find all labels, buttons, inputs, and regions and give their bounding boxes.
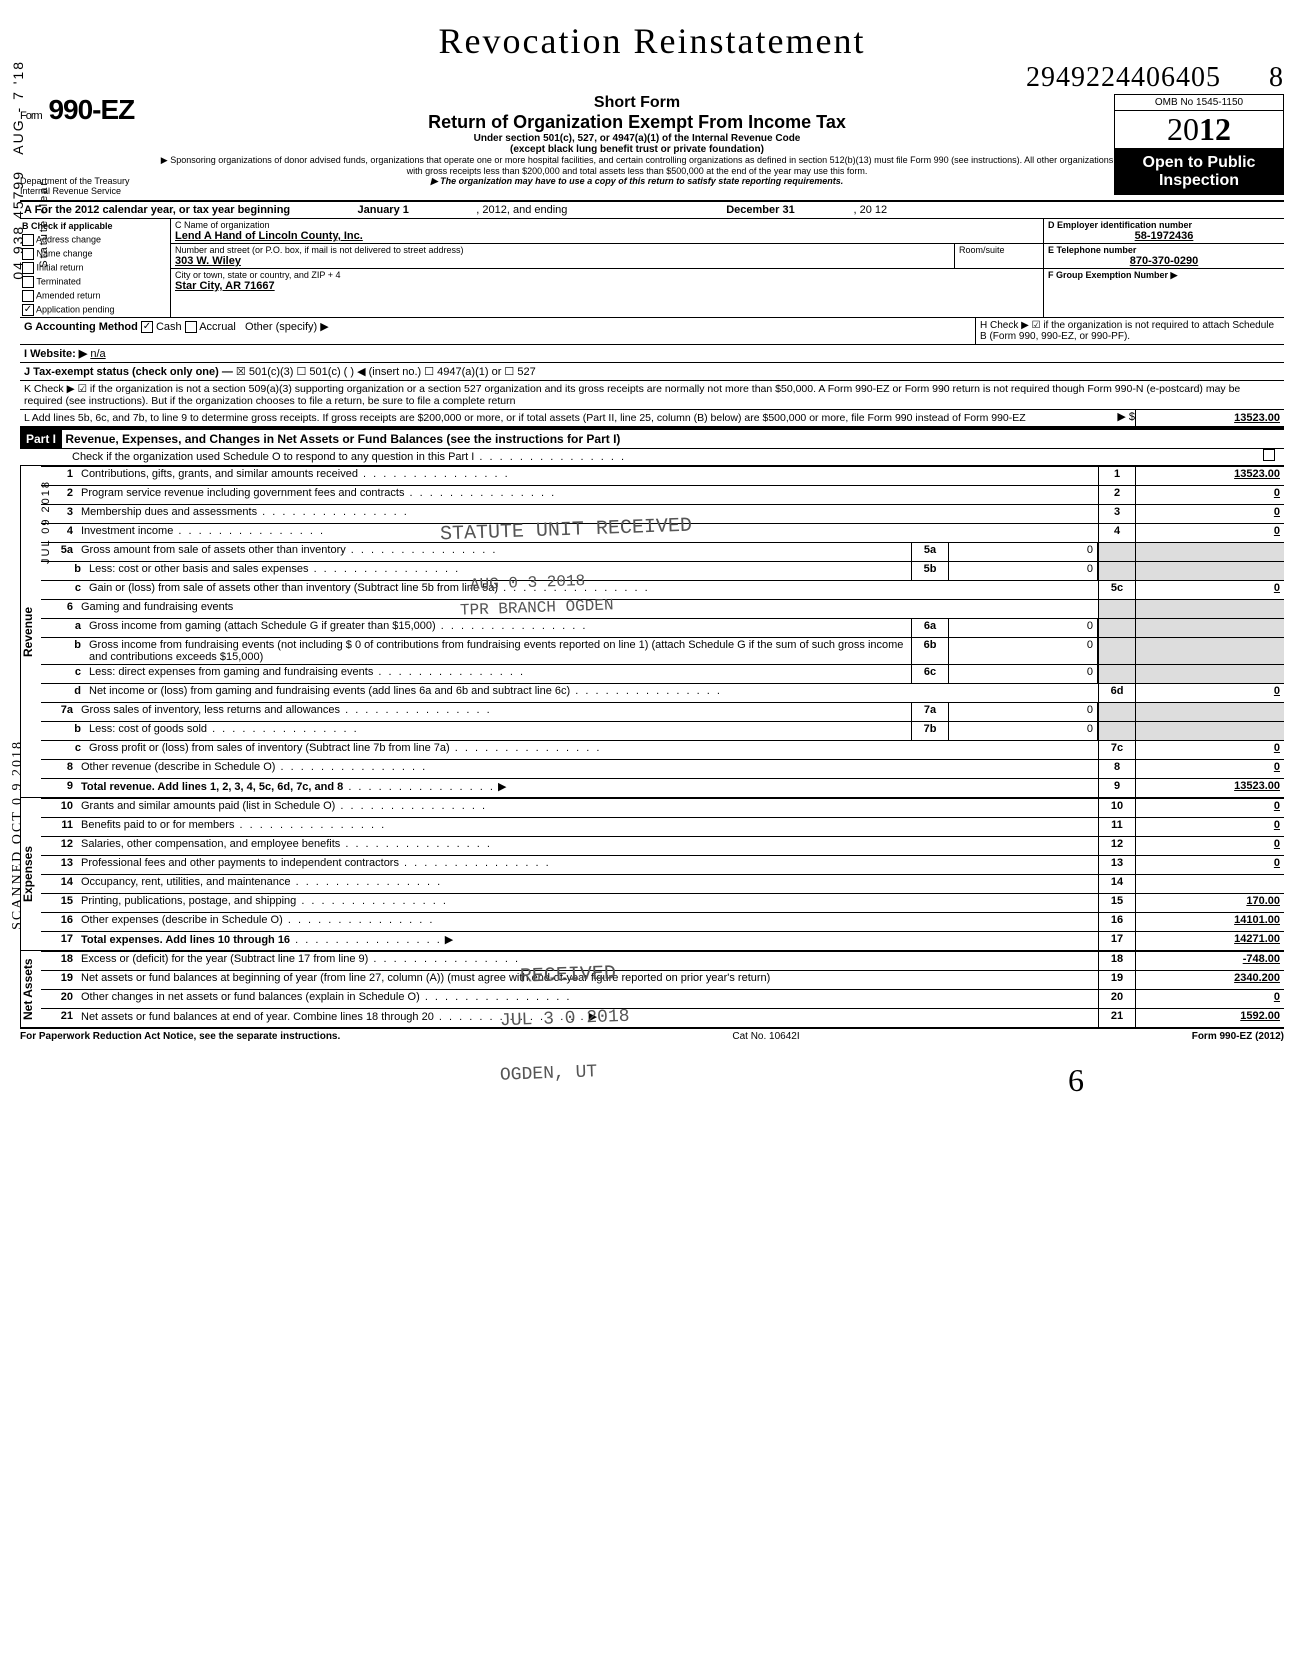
b-option: ✓ Application pending (20, 303, 170, 317)
short-form-label: Short Form (160, 94, 1114, 112)
revenue-section: Revenue 1Contributions, gifts, grants, a… (20, 465, 1284, 797)
form-line: 21Net assets or fund balances at end of … (41, 1008, 1284, 1027)
form-number: Form 990-EZ (20, 94, 160, 126)
revenue-label: Revenue (20, 466, 41, 797)
form-line: 18Excess or (deficit) for the year (Subt… (41, 951, 1284, 970)
form-line: bGross income from fundraising events (n… (41, 637, 1284, 664)
subtitle-1: Under section 501(c), 527, or 4947(a)(1)… (160, 133, 1114, 144)
header-note-2: ▶ The organization may have to use a cop… (160, 176, 1114, 187)
part1-check-note: Check if the organization used Schedule … (68, 449, 1254, 465)
form-line: 10Grants and similar amounts paid (list … (41, 798, 1284, 817)
org-city: Star City, AR 71667 (175, 280, 1039, 292)
gross-receipts: 13523.00 (1135, 410, 1284, 426)
form-line: 7aGross sales of inventory, less returns… (41, 702, 1284, 721)
h-note: H Check ▶ ☑ if the organization is not r… (975, 318, 1284, 344)
side-stamp-date: AUG - 7 '18 (10, 60, 26, 155)
line-a: A For the 2012 calendar year, or tax yea… (20, 202, 1284, 219)
side-stamp-jul: JUL 09 2018 (40, 480, 52, 564)
form-page: AUG - 7 '18 04 938 45799 Statute clear S… (20, 20, 1284, 1099)
line-l: L Add lines 5b, 6c, and 7b, to line 9 to… (20, 410, 1284, 428)
form-line: 5aGross amount from sale of assets other… (41, 542, 1284, 561)
telephone: 870-370-0290 (1048, 255, 1280, 267)
schedule-o-checkbox[interactable] (1263, 449, 1275, 461)
handwritten-title: Revocation Reinstatement (20, 20, 1284, 62)
header-note-1: ▶ Sponsoring organizations of donor advi… (160, 155, 1114, 176)
form-line: bLess: cost of goods sold7b0 (41, 721, 1284, 740)
form-line: aGross income from gaming (attach Schedu… (41, 618, 1284, 637)
tax-year: 2012 (1114, 111, 1284, 149)
line-i: I Website: ▶ n/a (20, 345, 1284, 363)
form-line: 14Occupancy, rent, utilities, and mainte… (41, 874, 1284, 893)
line-j: J Tax-exempt status (check only one) — ☒… (20, 363, 1284, 381)
form-line: 9Total revenue. Add lines 1, 2, 3, 4, 5c… (41, 778, 1284, 797)
form-line: dNet income or (loss) from gaming and fu… (41, 683, 1284, 702)
side-stamp-num: 04 938 45799 (10, 170, 26, 280)
b-option: Amended return (20, 289, 170, 303)
side-stamp-statute: Statute clear (38, 180, 50, 268)
line-g-h: G Accounting Method ✓ Cash Accrual Other… (20, 318, 1284, 345)
d-label: D Employer identification number (1048, 220, 1280, 230)
form-line: cLess: direct expenses from gaming and f… (41, 664, 1284, 683)
page-number: 6 (20, 1062, 1084, 1099)
form-line: 6Gaming and fundraising events (41, 599, 1284, 618)
form-line: 8Other revenue (describe in Schedule O)8… (41, 759, 1284, 778)
form-line: 1Contributions, gifts, grants, and simil… (41, 466, 1284, 485)
part-1-header: Part I Revenue, Expenses, and Changes in… (20, 428, 1284, 448)
cash-checkbox[interactable]: ✓ (141, 321, 153, 333)
form-line: 15Printing, publications, postage, and s… (41, 893, 1284, 912)
expenses-section: Expenses 10Grants and similar amounts pa… (20, 797, 1284, 950)
f-label: F Group Exemption Number ▶ (1048, 270, 1280, 281)
main-title: Return of Organization Exempt From Incom… (160, 112, 1114, 133)
omb-number: OMB No 1545-1150 (1114, 94, 1284, 111)
b-checkbox[interactable] (22, 290, 34, 302)
b-checkbox[interactable]: ✓ (22, 304, 34, 316)
form-line: 20Other changes in net assets or fund ba… (41, 989, 1284, 1008)
open-public-badge: Open to Public Inspection (1114, 149, 1284, 195)
form-line: 12Salaries, other compensation, and empl… (41, 836, 1284, 855)
form-line: 17Total expenses. Add lines 10 through 1… (41, 931, 1284, 950)
org-name: Lend A Hand of Lincoln County, Inc. (175, 230, 1039, 242)
room-suite: Room/suite (954, 244, 1043, 268)
accrual-checkbox[interactable] (185, 321, 197, 333)
identity-grid: B Check if applicable Address change Nam… (20, 219, 1284, 318)
form-line: 16Other expenses (describe in Schedule O… (41, 912, 1284, 931)
form-line: cGross profit or (loss) from sales of in… (41, 740, 1284, 759)
form-line: 3Membership dues and assessments30 (41, 504, 1284, 523)
subtitle-2: (except black lung benefit trust or priv… (160, 144, 1114, 155)
b-option: Terminated (20, 275, 170, 289)
form-line: 2Program service revenue including gover… (41, 485, 1284, 504)
form-line: 13Professional fees and other payments t… (41, 855, 1284, 874)
org-address: 303 W. Wiley (175, 255, 950, 267)
page-footer: For Paperwork Reduction Act Notice, see … (20, 1028, 1284, 1042)
form-line: 11Benefits paid to or for members110 (41, 817, 1284, 836)
c-label: C Name of organization (175, 220, 1039, 230)
city-label: City or town, state or country, and ZIP … (175, 270, 1039, 280)
line-k: K Check ▶ ☑ if the organization is not a… (20, 381, 1284, 410)
form-header: Form 990-EZ Department of the Treasury I… (20, 94, 1284, 202)
addr-label: Number and street (or P.O. box, if mail … (175, 245, 950, 255)
dln-number: 2949224406405 8 (1026, 62, 1284, 94)
expenses-label: Expenses (20, 798, 41, 950)
e-label: E Telephone number (1048, 245, 1280, 255)
form-line: cGain or (loss) from sale of assets othe… (41, 580, 1284, 599)
netassets-label: Net Assets (20, 951, 41, 1027)
form-line: 19Net assets or fund balances at beginni… (41, 970, 1284, 989)
ein: 58-1972436 (1048, 230, 1280, 242)
netassets-section: Net Assets 18Excess or (deficit) for the… (20, 950, 1284, 1028)
form-line: bLess: cost or other basis and sales exp… (41, 561, 1284, 580)
form-line: 4Investment income40 (41, 523, 1284, 542)
